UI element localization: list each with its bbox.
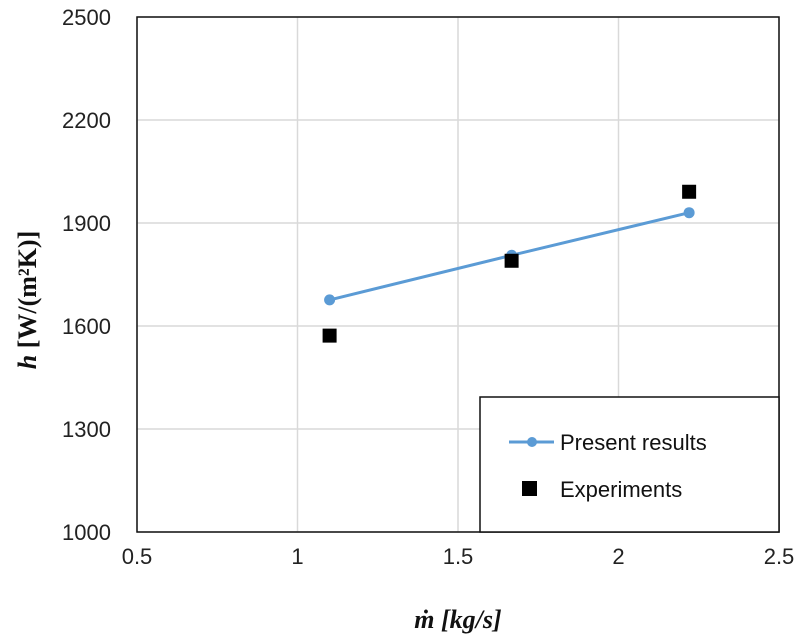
y-tick-label: 1000 bbox=[62, 520, 111, 545]
x-tick-label: 0.5 bbox=[122, 544, 153, 569]
x-axis-title: ṁ [kg/s] bbox=[414, 605, 501, 634]
legend-marker-experiments-square bbox=[522, 481, 537, 496]
y-axis-unit: [W/(m²K)] bbox=[13, 231, 42, 349]
x-tick-labels: 0.5 1 1.5 2 2.5 bbox=[122, 544, 795, 569]
y-tick-label: 2500 bbox=[62, 5, 111, 30]
legend: Present results Experiments bbox=[479, 396, 780, 533]
y-tick-labels: 1000 1300 1600 1900 2200 2500 bbox=[62, 5, 111, 545]
series bbox=[322, 184, 697, 343]
x-tick-label: 1.5 bbox=[443, 544, 474, 569]
experiments-point bbox=[322, 328, 337, 343]
present-results-point bbox=[324, 294, 336, 306]
legend-box bbox=[479, 396, 780, 533]
plot-area-border bbox=[136, 16, 780, 533]
legend-marker-present bbox=[527, 437, 537, 447]
legend-label-present: Present results bbox=[560, 430, 707, 455]
x-tick-label: 1 bbox=[291, 544, 303, 569]
y-axis-label: h [W/(m²K)] bbox=[13, 231, 42, 370]
svg-text:h [W/(m²K)]: h [W/(m²K)] bbox=[13, 231, 42, 370]
experiments-point bbox=[504, 253, 519, 268]
x-axis-label: ṁ [kg/s] bbox=[414, 605, 501, 634]
y-tick-label: 2200 bbox=[62, 108, 111, 133]
legend-label-experiments: Experiments bbox=[560, 477, 682, 502]
present-results-point bbox=[683, 207, 695, 219]
y-tick-label: 1900 bbox=[62, 211, 111, 236]
experiments-point bbox=[682, 184, 697, 199]
y-axis-var: h bbox=[13, 355, 42, 369]
x-tick-label: 2 bbox=[612, 544, 624, 569]
x-tick-label: 2.5 bbox=[764, 544, 795, 569]
y-tick-label: 1600 bbox=[62, 314, 111, 339]
y-tick-label: 1300 bbox=[62, 417, 111, 442]
